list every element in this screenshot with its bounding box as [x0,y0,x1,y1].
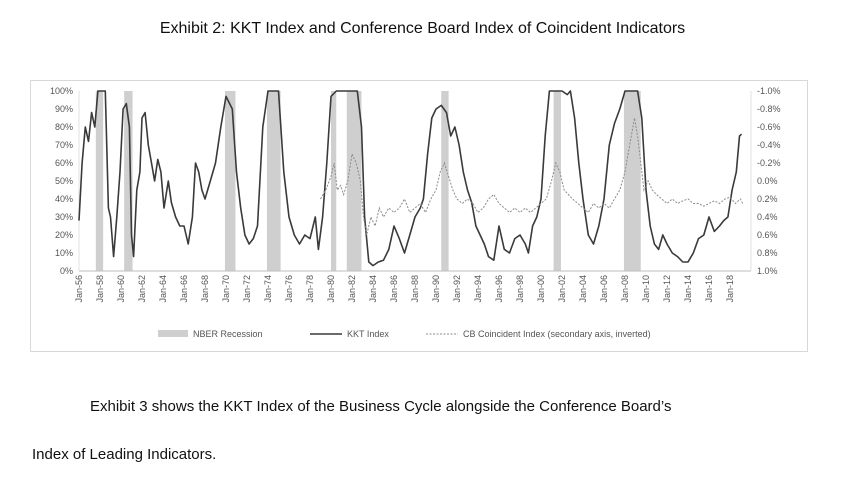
x-tick-label: Jan-94 [473,275,483,303]
recession-band [95,91,104,271]
x-tick-label: Jan-88 [410,275,420,303]
right-y-tick-labels: 1.0% 0.8% 0.6% 0.4% 0.2% 0.0% -0.2% -0.4% -0.6% -… [757,86,781,276]
right-y-tick-label: 0.6% [757,230,778,240]
x-tick-label: Jan-60 [116,275,126,303]
recession-band [553,91,561,271]
x-tick-label: Jan-08 [620,275,630,303]
x-tick-label: Jan-02 [557,275,567,303]
left-y-tick-label: 30% [55,212,73,222]
left-y-tick-label: 10% [55,248,73,258]
exhibit-title: Exhibit 2: KKT Index and Conference Boar… [159,20,686,37]
x-tick-label: Jan-86 [389,275,399,303]
x-tick-label: Jan-66 [179,275,189,303]
x-tick-label: Jan-70 [221,275,231,303]
chart: Jan-56 Jan-58 Jan-60 Jan-62 Jan-64 Jan-66 Jan-… [30,80,808,352]
legend-label-cb: CB Coincident Index (secondary axis, inv… [463,329,651,339]
recession-band [124,91,133,271]
recession-band [331,91,337,271]
x-tick-label: Jan-10 [641,275,651,303]
recession-band [441,91,449,271]
x-tick-label: Jan-92 [452,275,462,303]
left-y-tick-label: 100% [50,86,73,96]
x-tick-label: Jan-06 [599,275,609,303]
recession-band [346,91,362,271]
legend: NBER Recession KKT Index CB Coincident Ind… [158,329,651,339]
x-tick-label: Jan-84 [368,275,378,303]
x-tick-label: Jan-16 [704,275,714,303]
x-tick-label: Jan-74 [263,275,273,303]
paragraph-line-1: Exhibit 3 shows the KKT Index of the Bus… [90,398,672,415]
right-y-tick-label: -1.0% [757,86,781,96]
kkt-index-series [78,90,743,267]
x-tick-label: Jan-90 [431,275,441,303]
x-tick-label: Jan-56 [74,275,84,303]
x-tick-label: Jan-98 [515,275,525,303]
recession-band [266,91,281,271]
left-y-tick-label: 0% [60,266,73,276]
recession-bands [95,91,641,271]
right-y-tick-label: 0.4% [757,212,778,222]
x-tick-label: Jan-58 [95,275,105,303]
x-tick-label: Jan-12 [662,275,672,303]
legend-swatch-recession [158,330,188,337]
right-y-tick-label: 0.0% [757,176,778,186]
cb-coincident-series [320,117,744,236]
x-tick-label: Jan-04 [578,275,588,303]
x-tick-label: Jan-72 [242,275,252,303]
left-y-tick-label: 40% [55,194,73,204]
x-tick-label: Jan-18 [725,275,735,303]
axes [78,91,752,272]
left-y-tick-label: 60% [55,158,73,168]
series-lines [78,90,744,267]
x-tick-label: Jan-14 [683,275,693,303]
x-tick-label: Jan-80 [326,275,336,303]
left-y-tick-label: 70% [55,140,73,150]
x-tick-label: Jan-82 [347,275,357,303]
x-tick-label: Jan-96 [494,275,504,303]
x-tick-label: Jan-76 [284,275,294,303]
right-y-tick-label: 1.0% [757,266,778,276]
left-y-tick-labels: 0% 10% 20% 30% 40% 50% 60% 70% 80% 90% 100% [50,86,73,276]
left-y-tick-label: 50% [55,176,73,186]
right-y-tick-label: -0.6% [757,122,781,132]
paragraph-line-2: Index of Leading Indicators. [32,446,217,463]
right-y-tick-label: 0.8% [757,248,778,258]
legend-label-recession: NBER Recession [193,329,263,339]
x-tick-label: Jan-68 [200,275,210,303]
x-tick-label: Jan-62 [137,275,147,303]
right-y-tick-label: -0.8% [757,104,781,114]
right-y-tick-label: -0.4% [757,140,781,150]
x-tick-label: Jan-00 [536,275,546,303]
recession-band [623,91,641,271]
x-tick-labels: Jan-56 Jan-58 Jan-60 Jan-62 Jan-64 Jan-66 Jan-… [74,275,735,303]
left-y-tick-label: 20% [55,230,73,240]
legend-label-kkt: KKT Index [347,329,389,339]
chart-frame [30,80,808,352]
x-tick-label: Jan-78 [305,275,315,303]
x-tick-label: Jan-64 [158,275,168,303]
recession-band [224,91,236,271]
left-y-tick-label: 80% [55,122,73,132]
left-y-tick-label: 90% [55,104,73,114]
right-y-tick-label: 0.2% [757,194,778,204]
right-y-tick-label: -0.2% [757,158,781,168]
